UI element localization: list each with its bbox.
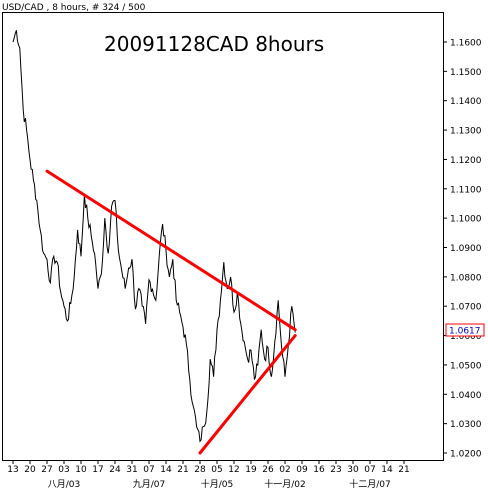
x-tick-label: 09	[296, 465, 308, 475]
y-tick-label: 1.0300	[450, 420, 482, 430]
x-tick-label: 23	[330, 465, 341, 475]
x-axis: 13 20 27 03 10 17 24 31 07 14 21 28 05 12 19 26 02 09 16 23…	[7, 460, 410, 490]
y-tick-label: 1.1200	[450, 156, 482, 166]
resistance-trendline[interactable]	[45, 169, 297, 332]
x-month-label: 九月/07	[133, 479, 166, 490]
y-tick-label: 1.1600	[450, 39, 482, 49]
x-tick-label: 21	[177, 465, 188, 475]
x-tick-label: 31	[126, 465, 137, 475]
x-month-label: 八月/03	[48, 479, 81, 490]
x-tick-label: 30	[347, 465, 359, 475]
x-tick-label: 13	[7, 465, 18, 475]
x-tick-label: 02	[279, 465, 290, 475]
y-axis: 1.1600 1.1500 1.1400 1.1300 1.1200 1.1100 1.10…	[443, 39, 482, 460]
x-tick-label: 14	[160, 465, 172, 475]
y-tick-label: 1.0900	[450, 244, 482, 254]
y-tick-label: 1.1500	[450, 68, 482, 78]
price-line	[12, 30, 296, 443]
y-tick-label: 1.0400	[450, 391, 482, 401]
x-month-label: 十一月/02	[264, 478, 306, 490]
y-tick-label: 1.1400	[450, 97, 482, 107]
y-tick-label: 1.1300	[450, 127, 482, 137]
plot-frame	[2, 12, 444, 461]
x-month-label: 十月/05	[201, 478, 234, 490]
x-tick-label: 16	[313, 465, 325, 475]
x-tick-label: 28	[194, 465, 206, 475]
x-month-label: 十二月/07	[349, 478, 391, 490]
y-tick-label: 1.0600	[450, 332, 482, 342]
x-tick-label: 19	[245, 465, 257, 475]
y-tick-label: 1.0500	[450, 361, 482, 371]
x-tick-label: 12	[228, 465, 239, 475]
y-tick-label: 1.0800	[450, 273, 482, 283]
x-tick-label: 14	[381, 465, 393, 475]
x-tick-label: 05	[211, 465, 222, 475]
y-tick-label: 1.1000	[450, 215, 482, 225]
current-price-marker: 1.0617	[445, 323, 485, 337]
price-series	[12, 30, 296, 443]
symbol-info: USD/CAD , 8 hours, # 324 / 500	[2, 3, 146, 13]
x-tick-label: 26	[262, 465, 274, 475]
chart-title: 20091128CAD 8hours	[104, 32, 324, 56]
x-tick-label: 27	[41, 465, 52, 475]
x-tick-label: 17	[92, 465, 103, 475]
y-tick-label: 1.0200	[450, 450, 482, 460]
x-tick-label: 07	[143, 465, 154, 475]
x-tick-label: 21	[398, 465, 409, 475]
support-trendline[interactable]	[198, 334, 297, 455]
x-tick-label: 03	[58, 465, 69, 475]
x-tick-label: 24	[109, 465, 121, 475]
current-price-box	[445, 323, 485, 337]
y-tick-label: 1.0700	[450, 303, 482, 313]
x-tick-label: 20	[24, 465, 36, 475]
current-price-label: 1.0617	[449, 327, 481, 337]
x-tick-label: 10	[75, 465, 87, 475]
x-tick-label: 07	[364, 465, 375, 475]
y-tick-label: 1.1100	[450, 185, 482, 195]
trendlines[interactable]	[45, 169, 297, 455]
